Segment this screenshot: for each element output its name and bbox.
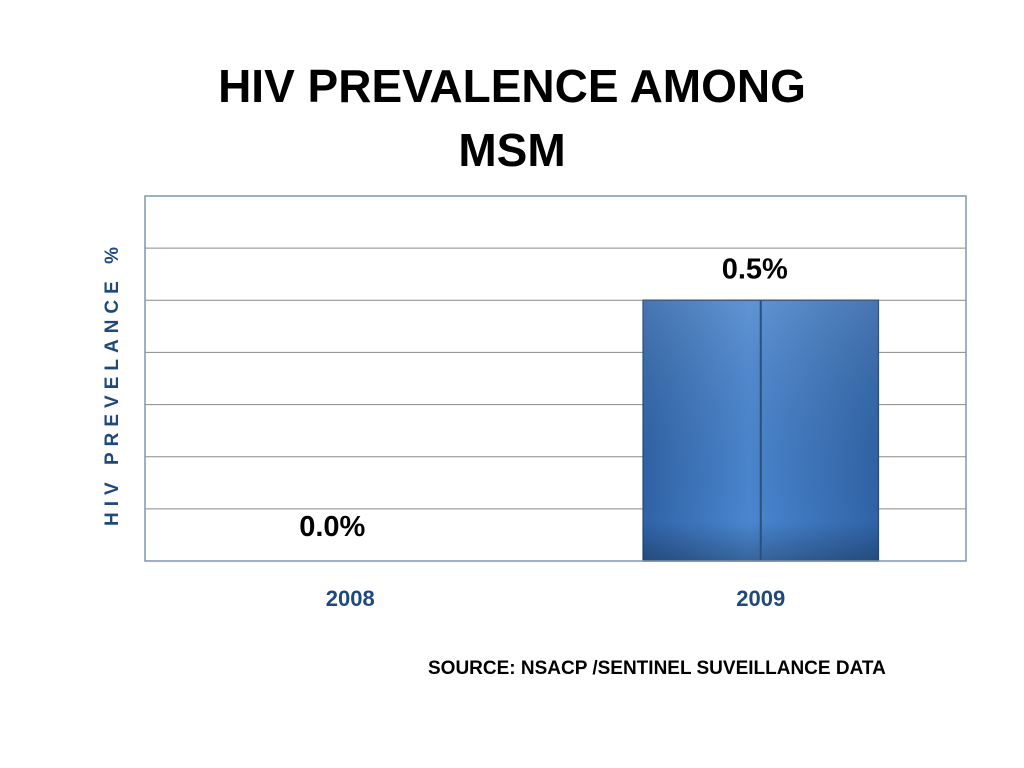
plot-area: [144, 195, 967, 562]
chart-title: HIV PREVALENCE AMONG MSM: [112, 54, 912, 182]
bars: [642, 299, 880, 562]
category-axis: 2008 2009: [326, 586, 785, 611]
chart-title-line-1: HIV PREVALENCE AMONG: [218, 60, 806, 112]
category-label-2009: 2009: [736, 586, 785, 611]
chart-title-line-2: MSM: [458, 124, 566, 176]
category-label-2008: 2008: [326, 586, 375, 611]
source-note: SOURCE: NSACP /SENTINEL SUVEILLANCE DATA: [428, 658, 886, 679]
y-axis-label: HIV PREVELANCE %: [102, 241, 123, 526]
data-labels: 0.0% 0.5%: [299, 253, 788, 543]
data-label-2008: 0.0%: [299, 511, 365, 543]
data-label-2009: 0.5%: [722, 253, 788, 285]
bar-2009: [642, 299, 880, 562]
